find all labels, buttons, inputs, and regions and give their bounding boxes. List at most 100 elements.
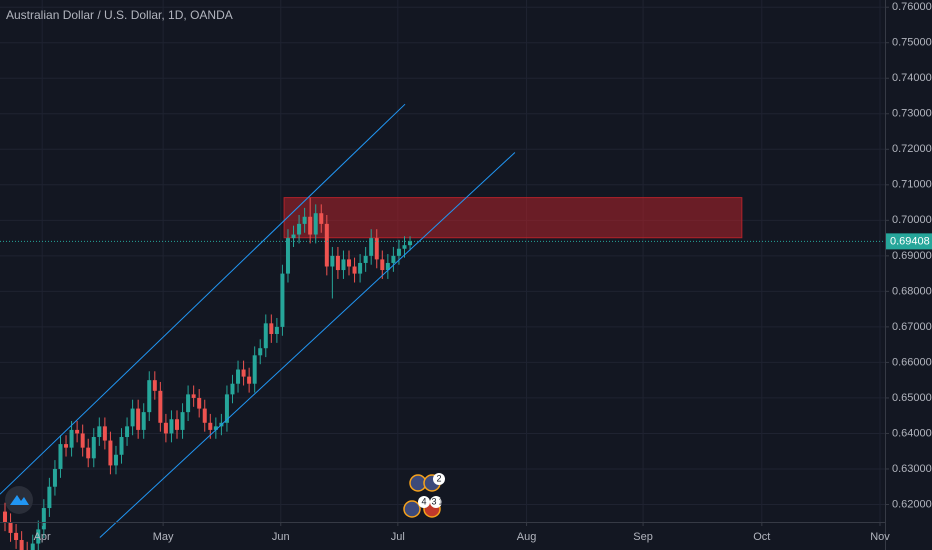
plot-area <box>0 0 885 550</box>
candle-body <box>158 390 163 423</box>
candle-body <box>191 394 196 398</box>
candle-body <box>163 422 168 434</box>
x-tick-label: May <box>153 531 174 543</box>
y-tick-label: 0.65000 <box>892 392 932 404</box>
candle-body <box>208 422 213 430</box>
candle-body <box>402 245 407 249</box>
channel-line <box>0 103 406 495</box>
y-tick-label: 0.69000 <box>892 250 932 262</box>
x-tick-label: Jun <box>272 531 290 543</box>
candle-body <box>41 508 46 530</box>
candle-body <box>91 437 96 459</box>
x-tick-label: Aug <box>517 531 537 543</box>
x-tick-label: Jul <box>391 531 405 543</box>
candle-body <box>180 412 185 430</box>
candle-body <box>247 376 252 384</box>
candle-body <box>385 262 390 271</box>
y-tick-label: 0.67000 <box>892 321 932 333</box>
candle-body <box>113 454 118 466</box>
candle-body <box>363 255 368 263</box>
candle-body <box>358 262 363 274</box>
y-tick-label: 0.73000 <box>892 108 932 120</box>
candle-body <box>197 397 202 409</box>
candle-body <box>30 543 35 550</box>
y-tick-label: 0.68000 <box>892 285 932 297</box>
candle-body <box>213 426 218 430</box>
candle-body <box>236 369 241 384</box>
y-tick-label: 0.66000 <box>892 356 932 368</box>
y-tick-label: 0.71000 <box>892 179 932 191</box>
x-tick-label: Nov <box>870 531 890 543</box>
candle-body <box>408 241 413 246</box>
y-tick-label: 0.72000 <box>892 143 932 155</box>
candle-body <box>186 394 191 413</box>
candle-body <box>64 444 69 448</box>
candle-body <box>58 444 63 469</box>
candle-body <box>319 213 324 224</box>
candle-body <box>102 426 107 441</box>
y-tick-label: 0.76000 <box>892 1 932 13</box>
y-tick-label: 0.62000 <box>892 498 932 510</box>
y-tick-label: 0.63000 <box>892 463 932 475</box>
event-count: 1 <box>438 496 443 506</box>
candle-body <box>14 532 19 541</box>
candle-body <box>152 380 157 391</box>
candle-body <box>269 323 274 334</box>
candle-body <box>374 238 379 260</box>
x-tick-label: Sep <box>633 531 653 543</box>
candle-body <box>330 255 335 267</box>
candle-body <box>8 522 13 533</box>
candle-body <box>202 408 207 423</box>
channel-line <box>99 152 516 538</box>
candle-body <box>19 540 24 550</box>
candle-body <box>391 255 396 263</box>
candle-body <box>36 529 41 544</box>
y-tick-label: 0.64000 <box>892 427 932 439</box>
event-count: 3 <box>431 496 436 506</box>
candle-body <box>347 259 352 267</box>
candle-body <box>80 433 85 448</box>
candle-body <box>141 412 146 430</box>
candle-body <box>302 216 307 224</box>
candle-body <box>86 447 91 459</box>
candle-body <box>285 238 290 274</box>
last-price-badge <box>886 233 932 250</box>
candle-body <box>324 223 329 267</box>
candle-body <box>69 429 74 448</box>
candle-body <box>52 468 57 487</box>
event-count: 4 <box>421 496 426 506</box>
candle-body <box>258 348 263 356</box>
candle-body <box>352 266 357 274</box>
y-tick-label: 0.70000 <box>892 214 932 226</box>
candle-body <box>335 255 340 271</box>
candle-body <box>252 355 257 384</box>
candle-body <box>380 259 385 271</box>
candle-body <box>97 426 102 438</box>
candle-body <box>241 369 246 377</box>
candle-body <box>291 234 296 239</box>
candle-body <box>175 419 179 430</box>
y-tick-label: 0.74000 <box>892 72 932 84</box>
x-tick-label: Apr <box>34 531 51 543</box>
candle-body <box>263 323 268 349</box>
candle-body <box>108 440 113 466</box>
candle-body <box>313 213 318 235</box>
candle-body <box>2 511 7 523</box>
events: 2 4 3 1 <box>403 473 445 518</box>
event-count: 2 <box>436 473 441 483</box>
zone <box>283 197 743 239</box>
candle-body <box>274 326 279 334</box>
candle-body <box>230 383 235 395</box>
candle-body <box>224 394 229 423</box>
candle-body <box>147 380 152 413</box>
candle-body <box>169 419 174 434</box>
candle-body <box>396 248 401 256</box>
candle-body <box>75 429 80 434</box>
candle-body <box>119 437 124 455</box>
y-tick-label: 0.75000 <box>892 37 932 49</box>
candle-body <box>297 223 302 235</box>
candle-body <box>369 238 374 256</box>
